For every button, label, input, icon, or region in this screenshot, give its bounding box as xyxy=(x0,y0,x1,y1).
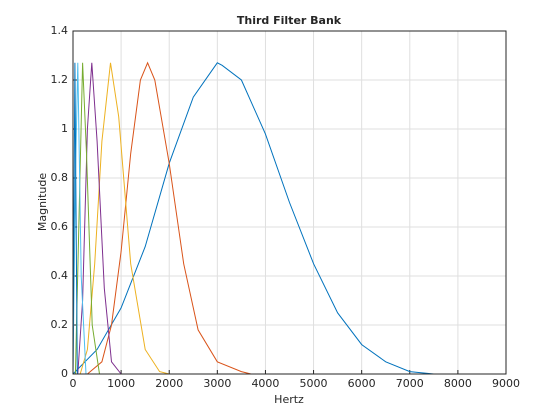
y-tick-label: 0.8 xyxy=(51,171,69,184)
x-tick-label: 2000 xyxy=(155,377,183,390)
line-series xyxy=(72,62,78,375)
x-tick-label: 6000 xyxy=(348,377,376,390)
line-series xyxy=(72,62,434,375)
y-tick-label: 0.2 xyxy=(51,318,69,331)
line-series xyxy=(74,62,100,375)
y-tick-label: 1 xyxy=(61,122,68,135)
plot-frame xyxy=(72,30,507,375)
x-tick-label: 9000 xyxy=(492,377,520,390)
y-tick-label: 0 xyxy=(61,367,68,380)
line-series xyxy=(77,62,122,375)
x-tick-label: 4000 xyxy=(251,377,279,390)
y-tick-label: 0.6 xyxy=(51,220,69,233)
x-axis-label: Hertz xyxy=(274,393,304,406)
line-series xyxy=(79,62,170,375)
y-axis-label: Magnitude xyxy=(36,173,49,232)
y-tick-label: 1.4 xyxy=(51,24,69,37)
line-series xyxy=(87,61,252,375)
x-tick-label: 1000 xyxy=(107,377,135,390)
y-tick-label: 1.2 xyxy=(51,73,69,86)
y-tick-label: 0.4 xyxy=(51,269,69,282)
x-tick-label: 7000 xyxy=(396,377,424,390)
x-tick-label: 8000 xyxy=(444,377,472,390)
x-tick-label: 0 xyxy=(70,377,77,390)
x-tick-label: 5000 xyxy=(300,377,328,390)
x-tick-label: 3000 xyxy=(203,377,231,390)
chart-title: Third Filter Bank xyxy=(237,14,342,27)
